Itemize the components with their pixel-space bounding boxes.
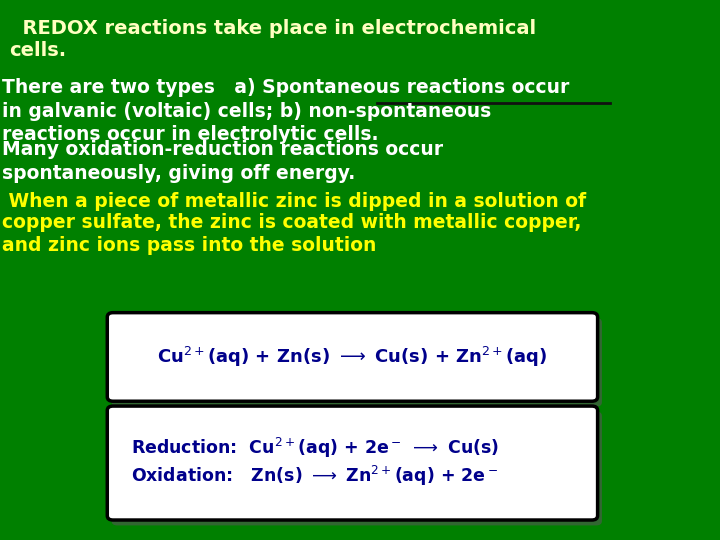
Text: When a piece of metallic zinc is dipped in a solution of: When a piece of metallic zinc is dipped … [2, 192, 586, 211]
Text: There are two types   a) Spontaneous reactions occur: There are two types a) Spontaneous react… [2, 78, 570, 97]
Text: reactions occur in electrolytic cells.: reactions occur in electrolytic cells. [2, 125, 379, 144]
Text: Oxidation:   Zn(s) $\longrightarrow$ Zn$^{2+}$(aq) + 2e$^-$: Oxidation: Zn(s) $\longrightarrow$ Zn$^{… [131, 464, 498, 488]
Text: cells.: cells. [9, 40, 66, 59]
Text: copper sulfate, the zinc is coated with metallic copper,: copper sulfate, the zinc is coated with … [2, 213, 582, 232]
Text: spontaneously, giving off energy.: spontaneously, giving off energy. [2, 164, 356, 183]
Text: Cu$^{2+}$(aq) + Zn(s) $\longrightarrow$ Cu(s) + Zn$^{2+}$(aq): Cu$^{2+}$(aq) + Zn(s) $\longrightarrow$ … [157, 345, 548, 369]
Text: REDOX reactions take place in electrochemical: REDOX reactions take place in electroche… [9, 19, 536, 38]
Text: in galvanic (voltaic) cells; b) non-spontaneous: in galvanic (voltaic) cells; b) non-spon… [2, 102, 492, 120]
Text: Reduction:  Cu$^{2+}$(aq) + 2e$^-$ $\longrightarrow$ Cu(s): Reduction: Cu$^{2+}$(aq) + 2e$^-$ $\long… [131, 436, 499, 461]
Text: and zinc ions pass into the solution: and zinc ions pass into the solution [2, 236, 377, 255]
Text: Many oxidation-reduction reactions occur: Many oxidation-reduction reactions occur [2, 140, 444, 159]
